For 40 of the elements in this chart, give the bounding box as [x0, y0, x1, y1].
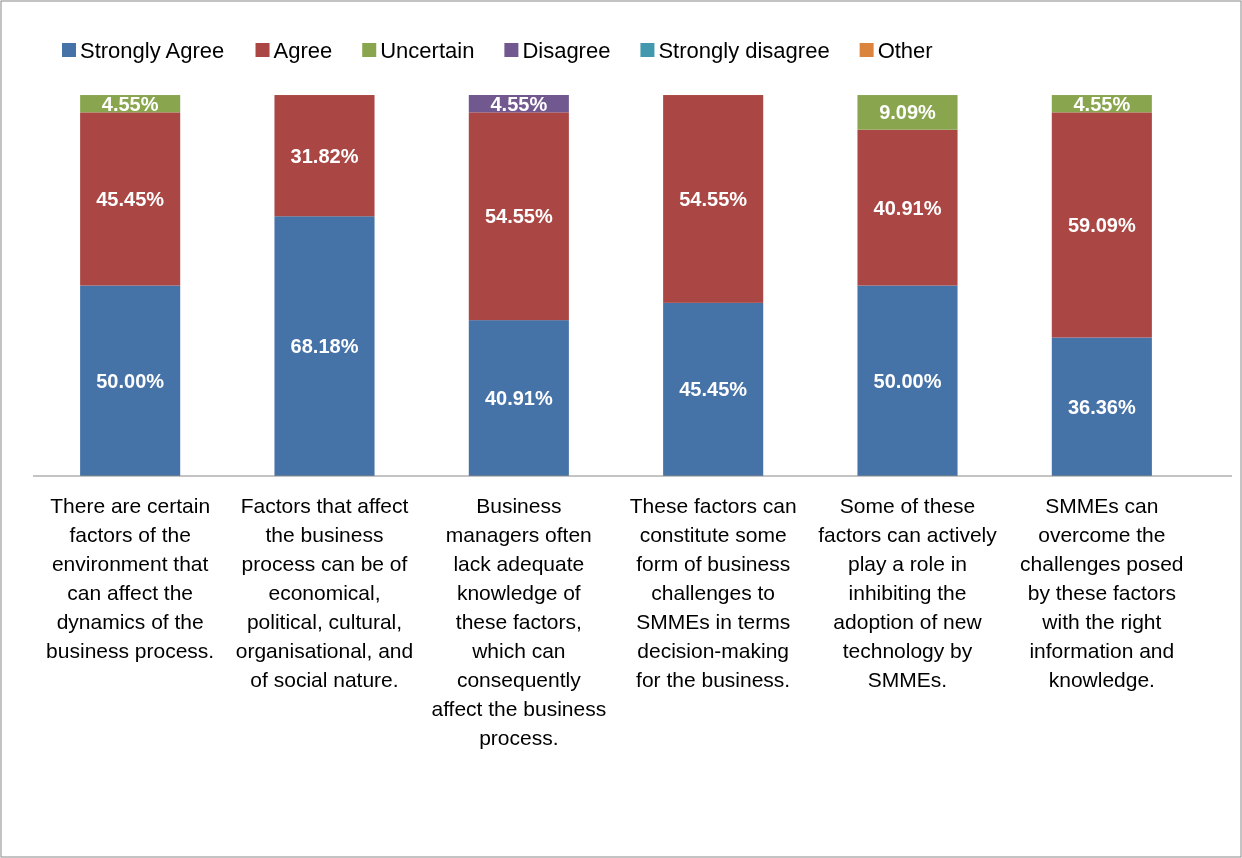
legend-label: Strongly disagree	[658, 37, 830, 63]
legend-label: Strongly Agree	[80, 37, 225, 63]
data-label: 50.00%	[873, 369, 942, 392]
bar	[80, 112, 181, 286]
legend-label: Agree	[273, 37, 333, 63]
category-label: Business managers often lack adequate knowledge of these factors, which can consequently affect the business process.	[431, 494, 607, 750]
bar	[274, 216, 375, 476]
bar	[663, 95, 764, 303]
bar	[857, 129, 958, 286]
data-label: 31.82%	[290, 144, 359, 167]
data-label: 4.55%	[490, 92, 548, 115]
x-tick-label: Factors that affect the business process can be of economical, political, cultural, organisational, and of social nature.	[235, 494, 414, 692]
x-tick-label: There are certain factors of the environment that can affect the dynamics of the business process.	[46, 494, 215, 663]
bar	[663, 302, 764, 476]
data-label: 40.91%	[873, 196, 942, 219]
data-label: 45.45%	[96, 187, 165, 210]
bar	[1051, 112, 1152, 338]
data-label: 40.91%	[484, 387, 553, 410]
bar	[857, 285, 958, 476]
bar	[274, 95, 375, 217]
bar	[80, 285, 181, 476]
data-label: 4.55%	[1073, 92, 1131, 115]
x-tick-label: Some of these factors can actively play a role in inhibiting the adoption of new technology by SMMEs.	[818, 494, 998, 692]
data-label: 50.00%	[96, 369, 165, 392]
x-tick-label: These factors can constitute some form of business challenges to SMMEs in terms decision-making for the business.	[629, 494, 797, 692]
x-tick-label: SMMEs can overcome the challenges posed by these factors with the right information and knowledge.	[1020, 494, 1184, 692]
legend-label: Other	[877, 37, 933, 63]
legend-label: Uncertain	[380, 37, 475, 63]
data-label: 68.18%	[290, 335, 359, 358]
bar	[468, 320, 569, 476]
data-label: 45.45%	[679, 378, 748, 401]
bar	[468, 112, 569, 321]
data-label: 59.09%	[1067, 213, 1136, 236]
legend-label: Disagree	[522, 37, 611, 63]
data-label: 54.55%	[679, 187, 748, 210]
data-label: 36.36%	[1067, 395, 1136, 418]
bar	[1051, 337, 1152, 476]
data-label: 9.09%	[879, 101, 937, 124]
data-label: 54.55%	[484, 205, 553, 228]
data-label: 4.55%	[101, 92, 159, 115]
